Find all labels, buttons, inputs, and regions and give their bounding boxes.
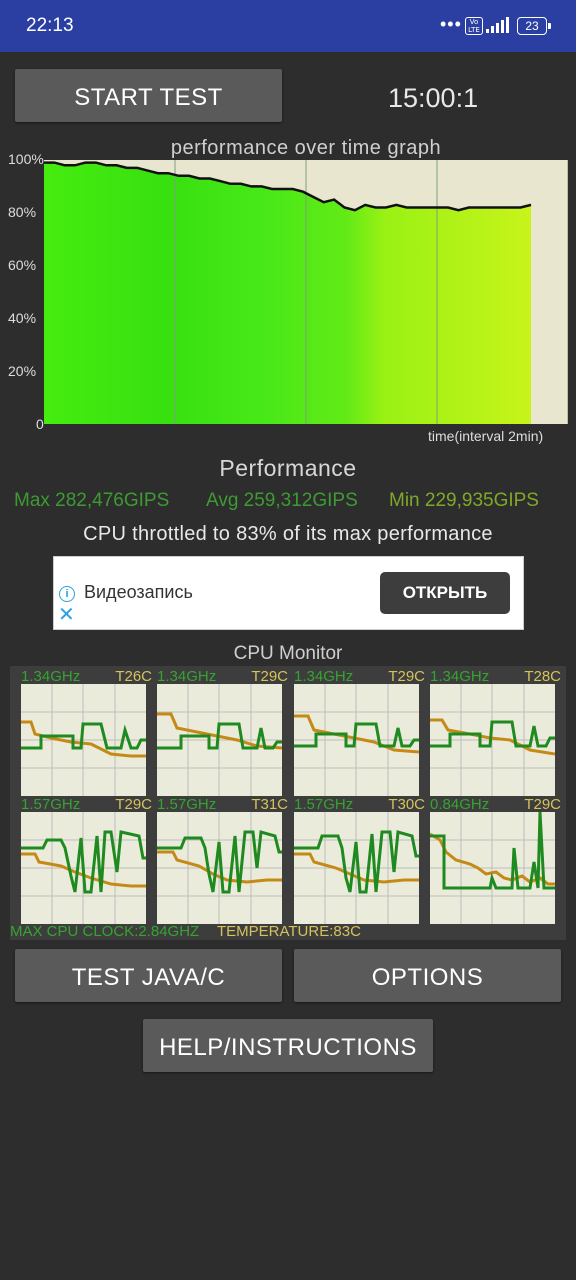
avg-performance: Avg 259,312GIPS [206,490,358,511]
core-graph-4: 1.34GHz T28C [430,668,561,796]
ad-banner[interactable]: i ✕ Видеозапись ОТКРЫТЬ [53,556,524,630]
y-label-40: 40% [8,310,37,326]
ad-open-button[interactable]: ОТКРЫТЬ [380,572,510,614]
status-bar: 22:13 ••• Vo LTE 23 [0,0,576,52]
core-temperature: T29C [524,796,561,813]
core-frequency: 1.57GHz [157,796,217,813]
test-timer: 15:00:1 [388,83,479,113]
core-temperature: T31C [251,796,288,813]
x-axis-label: time(interval 2min) [428,428,544,444]
core-graph-8: 0.84GHz T29C [430,796,561,924]
core-plot [430,812,555,924]
battery-icon: 23 [517,17,551,35]
throttle-summary: CPU throttled to 83% of its max performa… [83,523,493,545]
core-frequency: 0.84GHz [430,796,490,813]
core-plot [294,684,419,796]
temperature-line [21,720,146,758]
performance-graph [44,160,568,424]
core-graph-2: 1.34GHz T29C [157,668,288,796]
core-temperature: T26C [115,668,152,685]
core-frequency: 1.34GHz [294,668,354,685]
core-graph-6: 1.57GHz T31C [157,796,288,924]
core-plot [157,684,282,796]
frequency-line [21,830,146,894]
temperature-line [294,714,419,754]
options-button[interactable]: OPTIONS [294,949,561,1002]
frequency-line [430,720,555,748]
core-temperature: T30C [388,796,425,813]
y-label-0: 0 [36,416,44,432]
temperature-line [21,852,146,888]
y-label-80: 80% [8,204,37,220]
core-plot [294,812,419,924]
core-frequency: 1.57GHz [294,796,354,813]
core-plot [430,684,555,796]
max-performance: Max 282,476GIPS [14,490,170,511]
frequency-line [157,722,282,750]
core-graph-5: 1.57GHz T29C [21,796,152,924]
core-frequency: 1.34GHz [430,668,490,685]
y-label-100: 100% [8,151,44,167]
temperature-line [157,712,282,750]
max-cpu-clock: MAX CPU CLOCK:2.84GHZ [10,923,200,940]
core-plot [21,812,146,924]
volte-icon: Vo LTE [465,17,483,35]
y-label-60: 60% [8,257,37,273]
frequency-line [294,830,419,894]
core-frequency: 1.57GHz [21,796,81,813]
signal-icon [486,17,509,33]
performance-area [44,162,531,424]
core-temperature: T28C [524,668,561,685]
ad-text: Видеозапись [84,582,193,602]
core-temperature: T29C [388,668,425,685]
y-label-20: 20% [8,363,37,379]
performance-title: Performance [219,455,357,481]
core-temperature: T29C [251,668,288,685]
core-graph-3: 1.34GHz T29C [294,668,425,796]
notification-dots-icon: ••• [440,14,462,34]
info-icon[interactable]: i [59,586,75,602]
core-temperature: T29C [115,796,152,813]
frequency-line [430,812,555,890]
close-icon[interactable]: ✕ [58,604,75,626]
frequency-line [21,722,146,750]
core-graph-1: 1.34GHz T26C [21,668,152,796]
clock: 22:13 [26,15,74,36]
frequency-line [157,830,282,894]
cpu-temperature: TEMPERATURE:83C [217,923,361,940]
min-performance: Min 229,935GIPS [389,490,539,511]
cpu-monitor-title: CPU Monitor [233,643,343,664]
graph-title: performance over time graph [170,137,442,159]
core-plot [21,684,146,796]
temperature-line [157,850,282,884]
start-test-button[interactable]: START TEST [15,69,282,122]
core-plot [157,812,282,924]
core-graph-7: 1.57GHz T30C [294,796,425,924]
temperature-line [294,852,419,884]
core-frequency: 1.34GHz [21,668,81,685]
performance-line [44,161,532,212]
help-instructions-button[interactable]: HELP/INSTRUCTIONS [143,1019,433,1072]
core-frequency: 1.34GHz [157,668,217,685]
test-java-c-button[interactable]: TEST JAVA/C [15,949,282,1002]
frequency-line [294,722,419,748]
